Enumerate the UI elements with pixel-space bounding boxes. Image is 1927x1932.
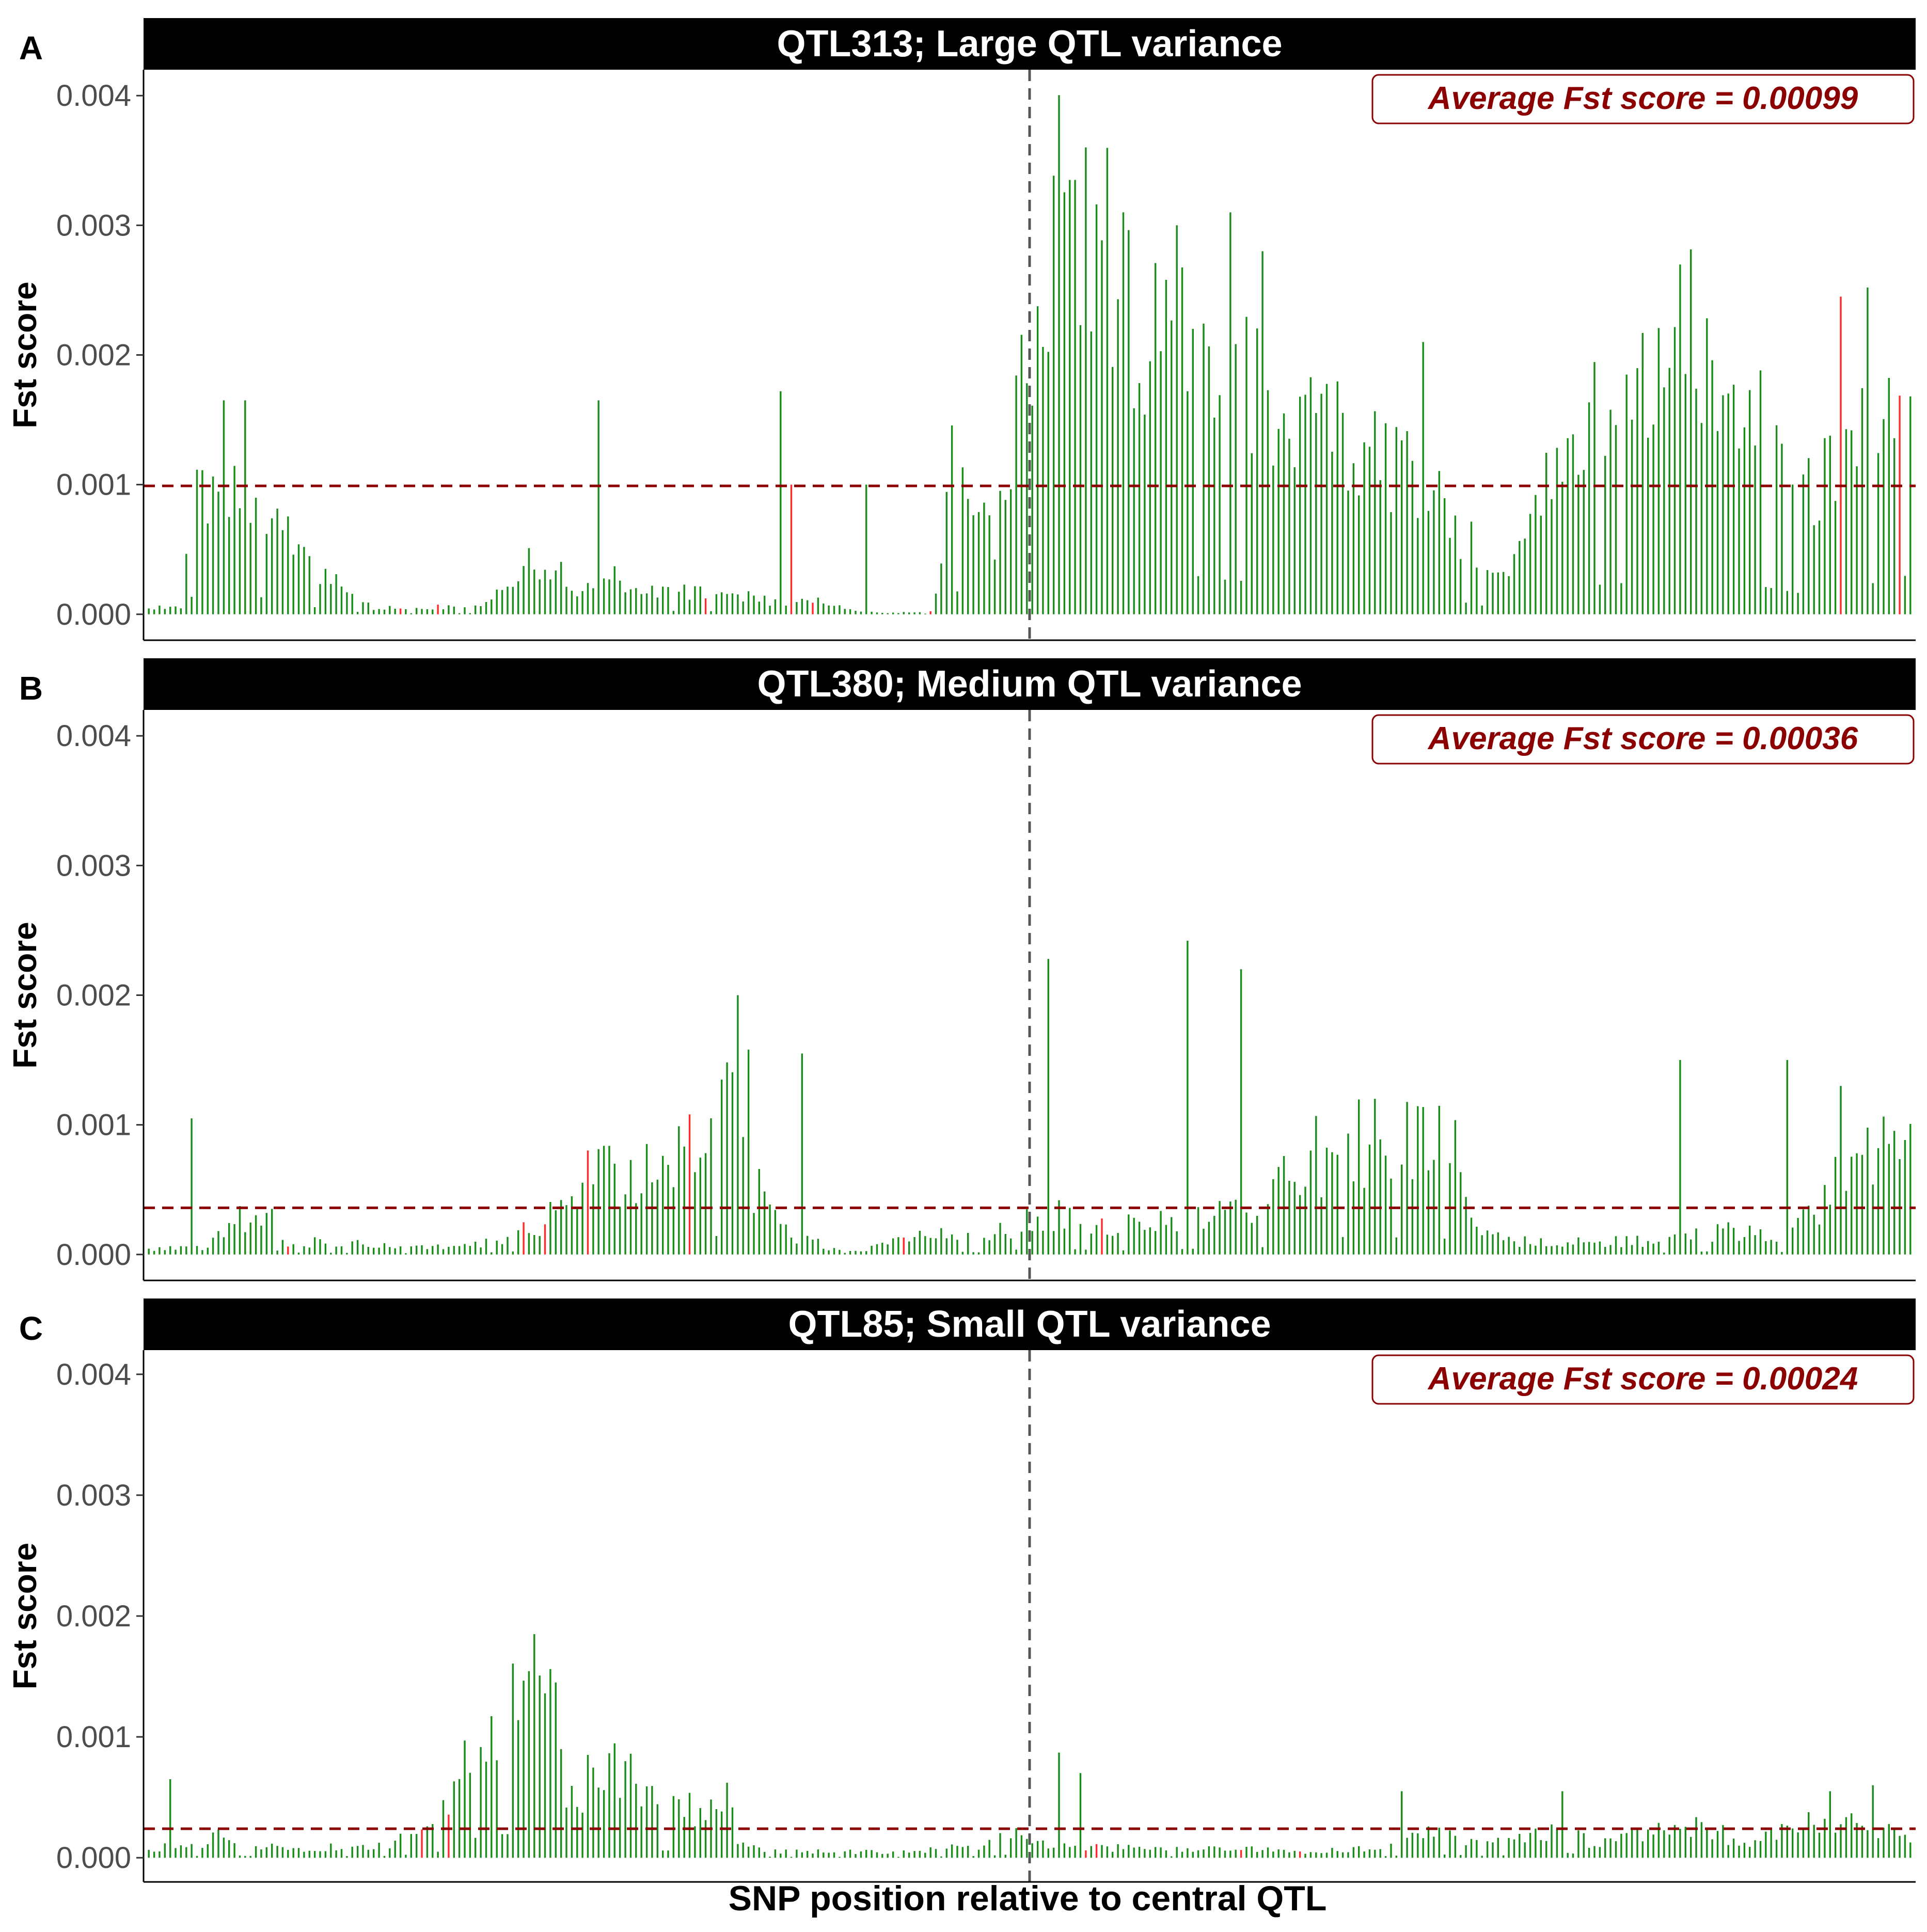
y-axis-title: Fst score — [6, 922, 43, 1069]
panel-label: C — [19, 1310, 43, 1347]
y-tick-label: 0.002 — [56, 979, 131, 1012]
y-tick-label: 0.001 — [56, 1108, 131, 1142]
panel-b: B QTL380; Medium QTL variance 0.000 0.001 0.… — [6, 658, 1916, 1281]
average-fst-annotation: Average Fst score = 0.00036 — [1427, 721, 1858, 756]
panel-title: QTL85; Small QTL variance — [788, 1304, 1271, 1345]
panel-strip — [144, 1298, 1916, 1350]
bars — [148, 941, 1912, 1255]
average-fst-annotation-box — [1371, 714, 1915, 765]
x-axis-title: SNP position relative to central QTL — [729, 1879, 1327, 1918]
average-fst-annotation-box — [1371, 74, 1915, 124]
y-tick-label: 0.004 — [56, 79, 131, 113]
panel-strip — [144, 18, 1916, 70]
y-tick-label: 0.001 — [56, 468, 131, 502]
y-tick-label: 0.004 — [56, 719, 131, 753]
average-fst-annotation-box — [1371, 1354, 1915, 1405]
average-fst-annotation: Average Fst score = 0.00099 — [1427, 81, 1858, 116]
y-tick-label: 0.003 — [56, 1479, 131, 1512]
panel-title: QTL313; Large QTL variance — [777, 23, 1282, 65]
y-tick-label: 0.000 — [56, 598, 131, 631]
panel-title: QTL380; Medium QTL variance — [757, 663, 1302, 705]
y-tick-label: 0.003 — [56, 849, 131, 882]
y-tick-label: 0.004 — [56, 1358, 131, 1391]
y-axis-title: Fst score — [6, 281, 43, 429]
panel-label: A — [19, 29, 43, 67]
bars — [148, 95, 1912, 614]
y-tick-label: 0.000 — [56, 1238, 131, 1272]
panel-c: C QTL85; Small QTL variance 0.000 0.001 0.00… — [6, 1298, 1916, 1883]
y-tick-label: 0.003 — [56, 209, 131, 242]
panel-label: B — [19, 670, 43, 707]
y-tick-label: 0.000 — [56, 1841, 131, 1875]
panel-a: A QTL313; Large QTL variance 0.000 0.001 0.0… — [6, 18, 1916, 641]
y-tick-label: 0.002 — [56, 339, 131, 372]
average-fst-annotation: Average Fst score = 0.00024 — [1427, 1361, 1858, 1397]
bars — [148, 1634, 1912, 1858]
panel-strip — [144, 658, 1916, 710]
y-axis-title: Fst score — [6, 1543, 43, 1690]
panels: A QTL313; Large QTL variance 0.000 0.001 0.0… — [6, 18, 1916, 1883]
y-tick-label: 0.002 — [56, 1600, 131, 1633]
y-tick-label: 0.001 — [56, 1720, 131, 1754]
